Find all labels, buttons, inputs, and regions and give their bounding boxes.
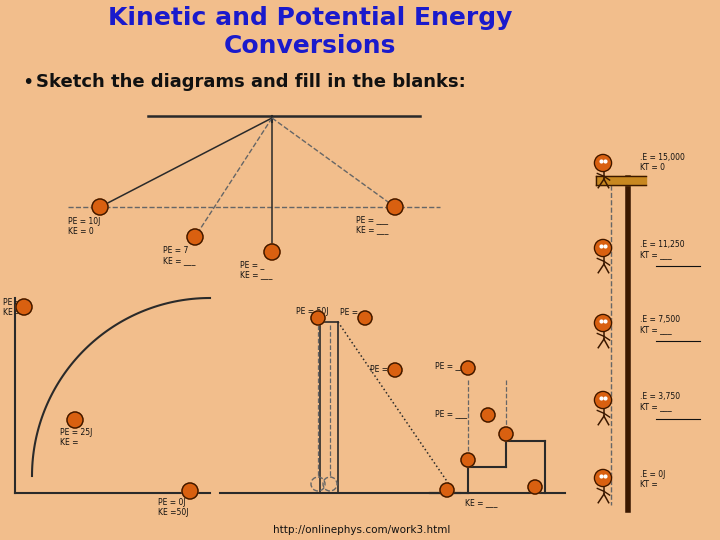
Text: •: •: [22, 72, 33, 91]
Circle shape: [595, 314, 611, 332]
Circle shape: [461, 453, 475, 467]
Text: Kinetic and Potential Energy
Conversions: Kinetic and Potential Energy Conversions: [108, 5, 512, 58]
Text: PE = 10J
KE = 0: PE = 10J KE = 0: [68, 217, 100, 237]
Text: PE = ___: PE = ___: [435, 361, 467, 370]
Text: PE = 7
KE = ___: PE = 7 KE = ___: [163, 246, 196, 265]
Circle shape: [388, 363, 402, 377]
Text: PE =
KE =0: PE = KE =0: [3, 298, 27, 318]
Text: PE = _
KE = ___: PE = _ KE = ___: [240, 260, 272, 279]
Text: .E = 11,250
KT = ___: .E = 11,250 KT = ___: [640, 240, 685, 259]
Circle shape: [187, 229, 203, 245]
Circle shape: [595, 392, 611, 409]
Circle shape: [499, 427, 513, 441]
Circle shape: [67, 412, 83, 428]
Circle shape: [358, 311, 372, 325]
Circle shape: [311, 311, 325, 325]
Text: .E = 7,500
KT = ___: .E = 7,500 KT = ___: [640, 315, 680, 334]
Circle shape: [182, 483, 198, 499]
Circle shape: [595, 469, 611, 487]
Text: .E = 15,000
KT = 0: .E = 15,000 KT = 0: [640, 153, 685, 172]
Text: PE = 0J
KE =50J: PE = 0J KE =50J: [158, 498, 189, 517]
Text: PE = ___: PE = ___: [370, 364, 402, 373]
Text: PE = ___
KE = ___: PE = ___ KE = ___: [356, 215, 389, 234]
Text: .E = 3,750
KT = ___: .E = 3,750 KT = ___: [640, 392, 680, 411]
Circle shape: [16, 299, 32, 315]
Circle shape: [264, 244, 280, 260]
Circle shape: [528, 480, 542, 494]
Circle shape: [92, 199, 108, 215]
Circle shape: [387, 199, 403, 215]
Circle shape: [595, 154, 611, 172]
Circle shape: [461, 361, 475, 375]
Text: PE = 50J: PE = 50J: [296, 307, 328, 316]
Text: http://onlinephys.com/work3.html: http://onlinephys.com/work3.html: [274, 525, 451, 535]
Text: PE = ___: PE = ___: [340, 307, 372, 316]
Text: PE = ___: PE = ___: [435, 409, 467, 418]
Text: KE = ___: KE = ___: [465, 498, 498, 507]
Circle shape: [595, 239, 611, 256]
Circle shape: [481, 408, 495, 422]
Text: Sketch the diagrams and fill in the blanks:: Sketch the diagrams and fill in the blan…: [36, 73, 466, 91]
Text: .E = 0J
KT =: .E = 0J KT =: [640, 470, 665, 489]
Circle shape: [440, 483, 454, 497]
Bar: [596, 176, 646, 185]
Text: PE = 25J
KE =: PE = 25J KE =: [60, 428, 92, 448]
